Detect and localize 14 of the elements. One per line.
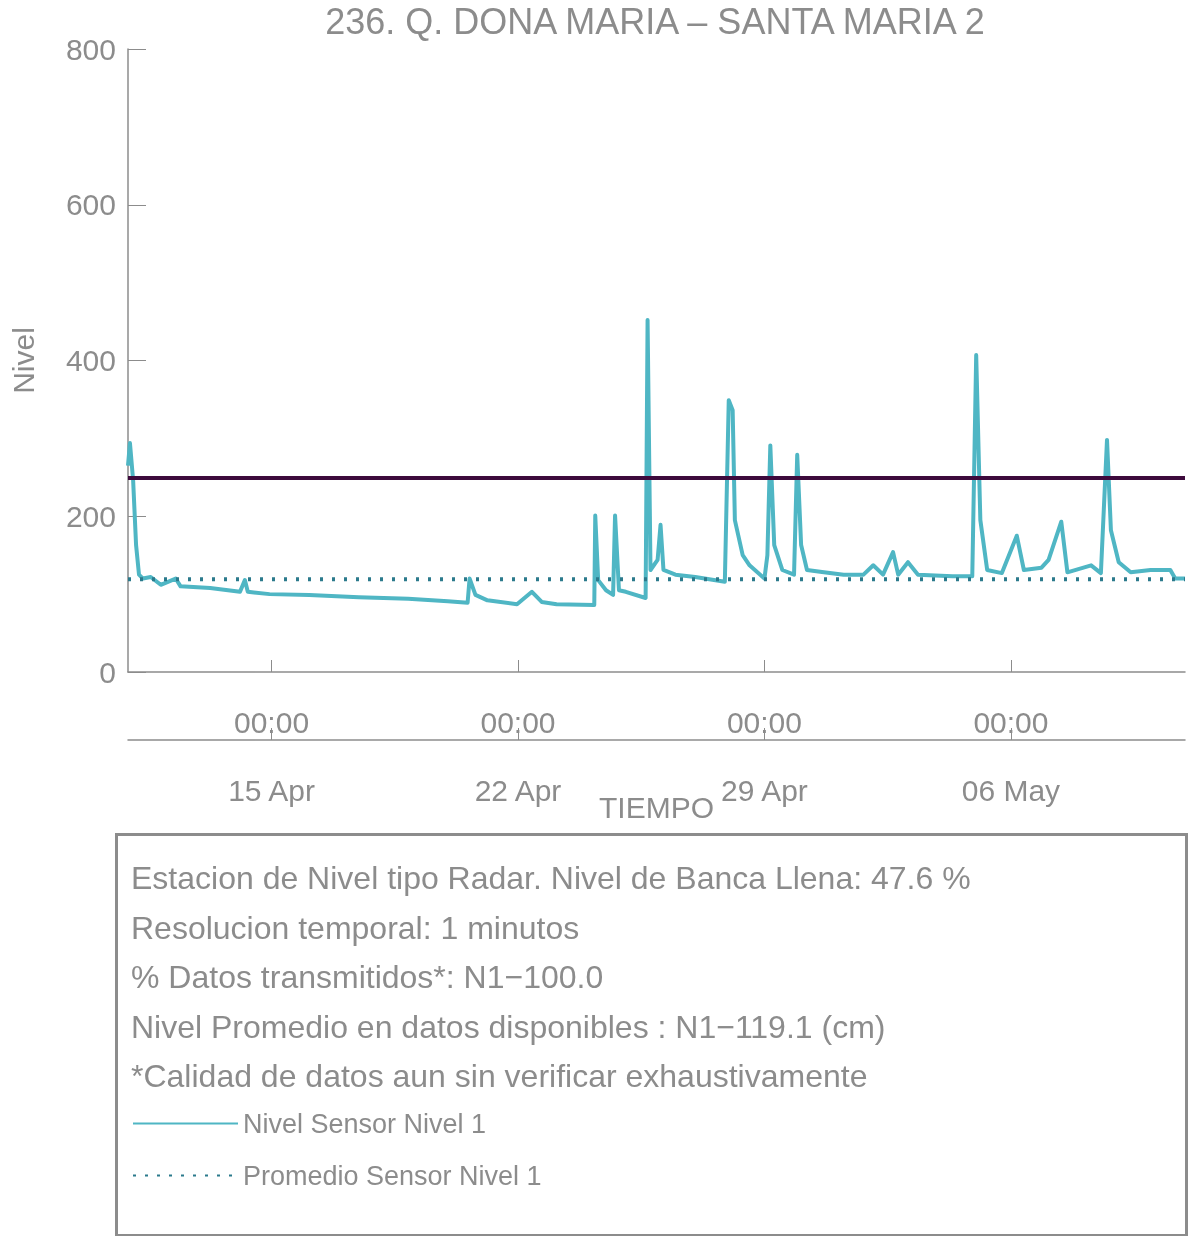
y-tick-label: 600 — [65, 188, 116, 222]
x-axis-title: TIEMPO — [598, 790, 715, 824]
y-tick-label: 400 — [65, 344, 116, 377]
x-tick-label: 00:00 06 May — [961, 705, 1061, 807]
y-tick-label: 200 — [65, 499, 116, 533]
y-tick-label: 0 — [99, 655, 116, 689]
chart-title: 236. Q. DONA MARIA – SANTA MARIA 2 — [325, 0, 985, 42]
y-tick-label: 800 — [65, 32, 116, 66]
x-tick-label: 00:00 29 Apr — [721, 705, 808, 807]
legend-label: Promedio Sensor Nivel 1 — [243, 1160, 542, 1191]
y-axis-title: Nivel — [6, 327, 40, 394]
legend-label: Nivel Sensor Nivel 1 — [243, 1108, 487, 1139]
x-tick-label: 00:00 15 Apr — [228, 705, 315, 807]
x-tick-label: 00:00 22 Apr — [474, 705, 562, 807]
